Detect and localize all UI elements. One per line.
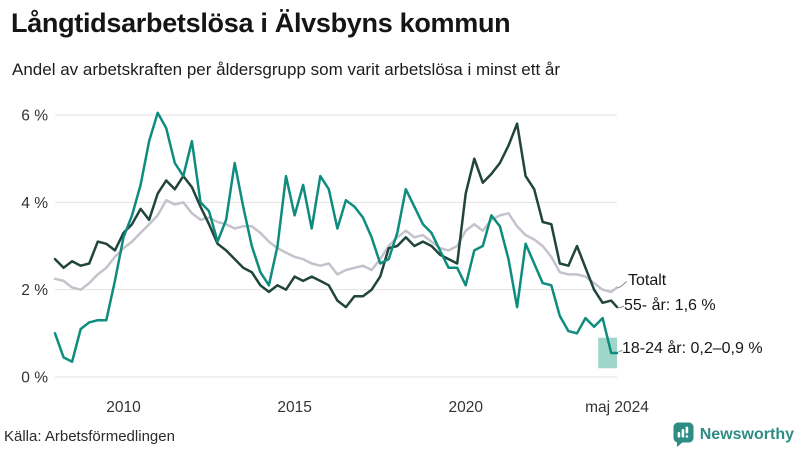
- newsworthy-logo-icon: [673, 422, 694, 447]
- leader-line-totalt: [617, 281, 627, 289]
- y-tick-label: 0 %: [21, 370, 48, 387]
- y-tick-label: 4 %: [21, 195, 48, 212]
- x-tick-label: 2020: [448, 399, 483, 416]
- series-lines: [53, 111, 619, 363]
- newsworthy-brand-name: Newsworthy: [699, 426, 794, 443]
- leader-line-55: [617, 305, 625, 309]
- chart-subtitle: Andel av arbetskraften per åldersgrupp s…: [12, 60, 561, 79]
- x-tick-label: 2010: [106, 399, 141, 416]
- source-attribution: Källa: Arbetsförmedlingen: [4, 428, 175, 445]
- series-line-55-r: [53, 122, 619, 309]
- leader-line-18-24: [618, 350, 623, 352]
- newsworthy-brand: Newsworthy: [673, 422, 794, 448]
- x-tick-label: maj 2024: [585, 399, 649, 416]
- confidence-band: [598, 337, 617, 369]
- page-title: Långtidsarbetslösa i Älvsbyns kommun: [11, 8, 511, 38]
- series-label-55: 55- år: 1,6 %: [624, 297, 716, 314]
- series-label-totalt: Totalt: [628, 272, 667, 289]
- y-tick-label: 6 %: [21, 108, 48, 125]
- series-label-18-24: 18-24 år: 0,2–0,9 %: [622, 340, 763, 357]
- series-line-18-24-r: [53, 111, 619, 363]
- y-tick-label: 2 %: [21, 282, 48, 299]
- annotation-leader-lines: [617, 281, 627, 352]
- y-axis-tick-labels: 0 % 2 % 4 % 6 %: [21, 108, 48, 387]
- gridlines: [55, 114, 617, 378]
- series-line-totalt: [53, 198, 619, 294]
- confidence-band-layer: [598, 337, 617, 369]
- x-tick-label: 2015: [277, 399, 311, 416]
- x-axis-tick-labels: 2010 2015 2020 maj 2024: [106, 399, 649, 416]
